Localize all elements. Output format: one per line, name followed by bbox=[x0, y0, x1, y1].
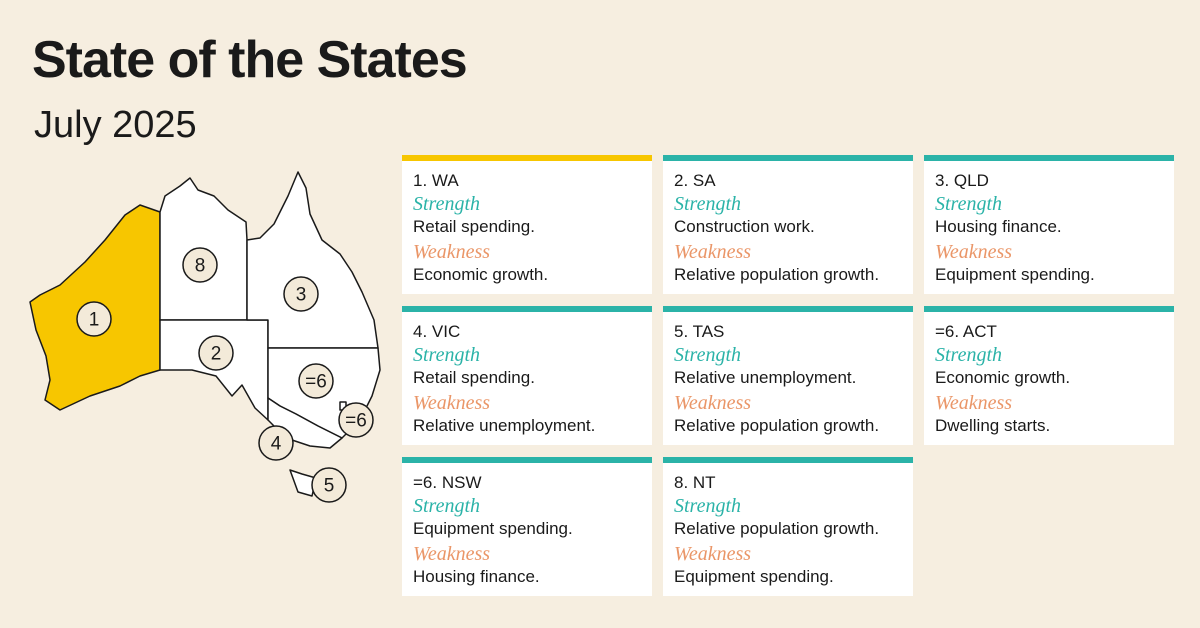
state-qld bbox=[246, 171, 379, 349]
state-card: =6. NSW Strength Equipment spending. Weakne… bbox=[402, 457, 652, 596]
rank-state: 1. WA bbox=[413, 171, 459, 190]
rank-badge bbox=[182, 247, 218, 283]
state-card: 4. VIC Strength Retail spending. Weakness Re… bbox=[402, 306, 652, 445]
rank-state: 2. SA bbox=[674, 171, 716, 190]
strength-text: Construction work. bbox=[674, 217, 815, 236]
rank-state: 3. QLD bbox=[935, 171, 989, 190]
rank-badge bbox=[298, 363, 334, 399]
weakness-text: Relative population growth. bbox=[674, 416, 880, 435]
rank-badge bbox=[258, 425, 294, 461]
strength-label: Strength bbox=[413, 495, 481, 517]
weakness-text: Relative unemployment. bbox=[413, 416, 596, 435]
strength-text: Retail spending. bbox=[413, 217, 535, 236]
strength-label: Strength bbox=[935, 193, 1003, 215]
strength-label: Strength bbox=[674, 193, 742, 215]
weakness-label: Weakness bbox=[674, 543, 752, 565]
strength-text: Relative unemployment. bbox=[674, 368, 857, 387]
strength-text: Equipment spending. bbox=[413, 519, 573, 538]
rank-label: =6 bbox=[345, 411, 367, 432]
strength-label: Strength bbox=[413, 193, 481, 215]
weakness-label: Weakness bbox=[674, 241, 752, 263]
state-card: 2. SA Strength Construction work. Weakness R… bbox=[663, 155, 913, 294]
rank-state: =6. NSW bbox=[413, 473, 482, 492]
rank-label: 3 bbox=[296, 285, 307, 306]
weakness-text: Equipment spending. bbox=[674, 567, 834, 586]
strength-text: Economic growth. bbox=[935, 368, 1071, 387]
strength-text: Housing finance. bbox=[935, 217, 1062, 236]
state-card: 1. WA Strength Retail spending. Weakness Eco… bbox=[402, 155, 652, 294]
state-card: 3. QLD Strength Housing finance. Weakness Eq… bbox=[924, 155, 1174, 294]
weakness-label: Weakness bbox=[413, 392, 491, 414]
rank-state: =6. ACT bbox=[935, 322, 997, 341]
state-card: 8. NT Strength Relative population growth.… bbox=[663, 457, 913, 596]
australia-map: 1 8 2 3 =6 =6 4 5 bbox=[29, 171, 381, 503]
weakness-label: Weakness bbox=[674, 392, 752, 414]
strength-label: Strength bbox=[935, 344, 1003, 366]
rank-badge bbox=[283, 276, 319, 312]
rank-label: 2 bbox=[211, 344, 222, 365]
rank-state: 8. NT bbox=[674, 473, 716, 492]
strength-text: Retail spending. bbox=[413, 368, 535, 387]
rank-state: 4. VIC bbox=[413, 322, 461, 341]
rank-badge bbox=[198, 335, 234, 371]
state-card: =6. ACT Strength Economic growth. Weakness D… bbox=[924, 306, 1174, 445]
strength-label: Strength bbox=[413, 344, 481, 366]
subtitle: July 2025 bbox=[34, 104, 197, 146]
weakness-text: Relative population growth. bbox=[674, 265, 880, 284]
weakness-text: Dwelling starts. bbox=[935, 416, 1051, 435]
weakness-label: Weakness bbox=[413, 543, 491, 565]
weakness-label: Weakness bbox=[935, 241, 1013, 263]
rank-badge bbox=[311, 467, 347, 503]
rank-label: 5 bbox=[324, 476, 335, 497]
strength-label: Strength bbox=[674, 344, 742, 366]
weakness-text: Housing finance. bbox=[413, 567, 540, 586]
rank-label: 4 bbox=[271, 434, 282, 455]
weakness-label: Weakness bbox=[413, 241, 491, 263]
weakness-label: Weakness bbox=[935, 392, 1013, 414]
rank-badge bbox=[76, 301, 112, 337]
rank-label: 8 bbox=[195, 256, 206, 277]
rank-state: 5. TAS bbox=[674, 322, 725, 341]
state-card: 5. TAS Strength Relative unemployment. Weak… bbox=[663, 306, 913, 445]
strength-label: Strength bbox=[674, 495, 742, 517]
title: State of the States bbox=[32, 31, 468, 89]
rank-label: 1 bbox=[89, 310, 100, 331]
rank-label: =6 bbox=[305, 372, 327, 393]
weakness-text: Economic growth. bbox=[413, 265, 549, 284]
strength-text: Relative population growth. bbox=[674, 519, 880, 538]
cards-grid: 1. WA Strength Retail spending. Weakness Eco… bbox=[402, 155, 1174, 596]
rank-badge bbox=[338, 402, 374, 438]
weakness-text: Equipment spending. bbox=[935, 265, 1095, 284]
